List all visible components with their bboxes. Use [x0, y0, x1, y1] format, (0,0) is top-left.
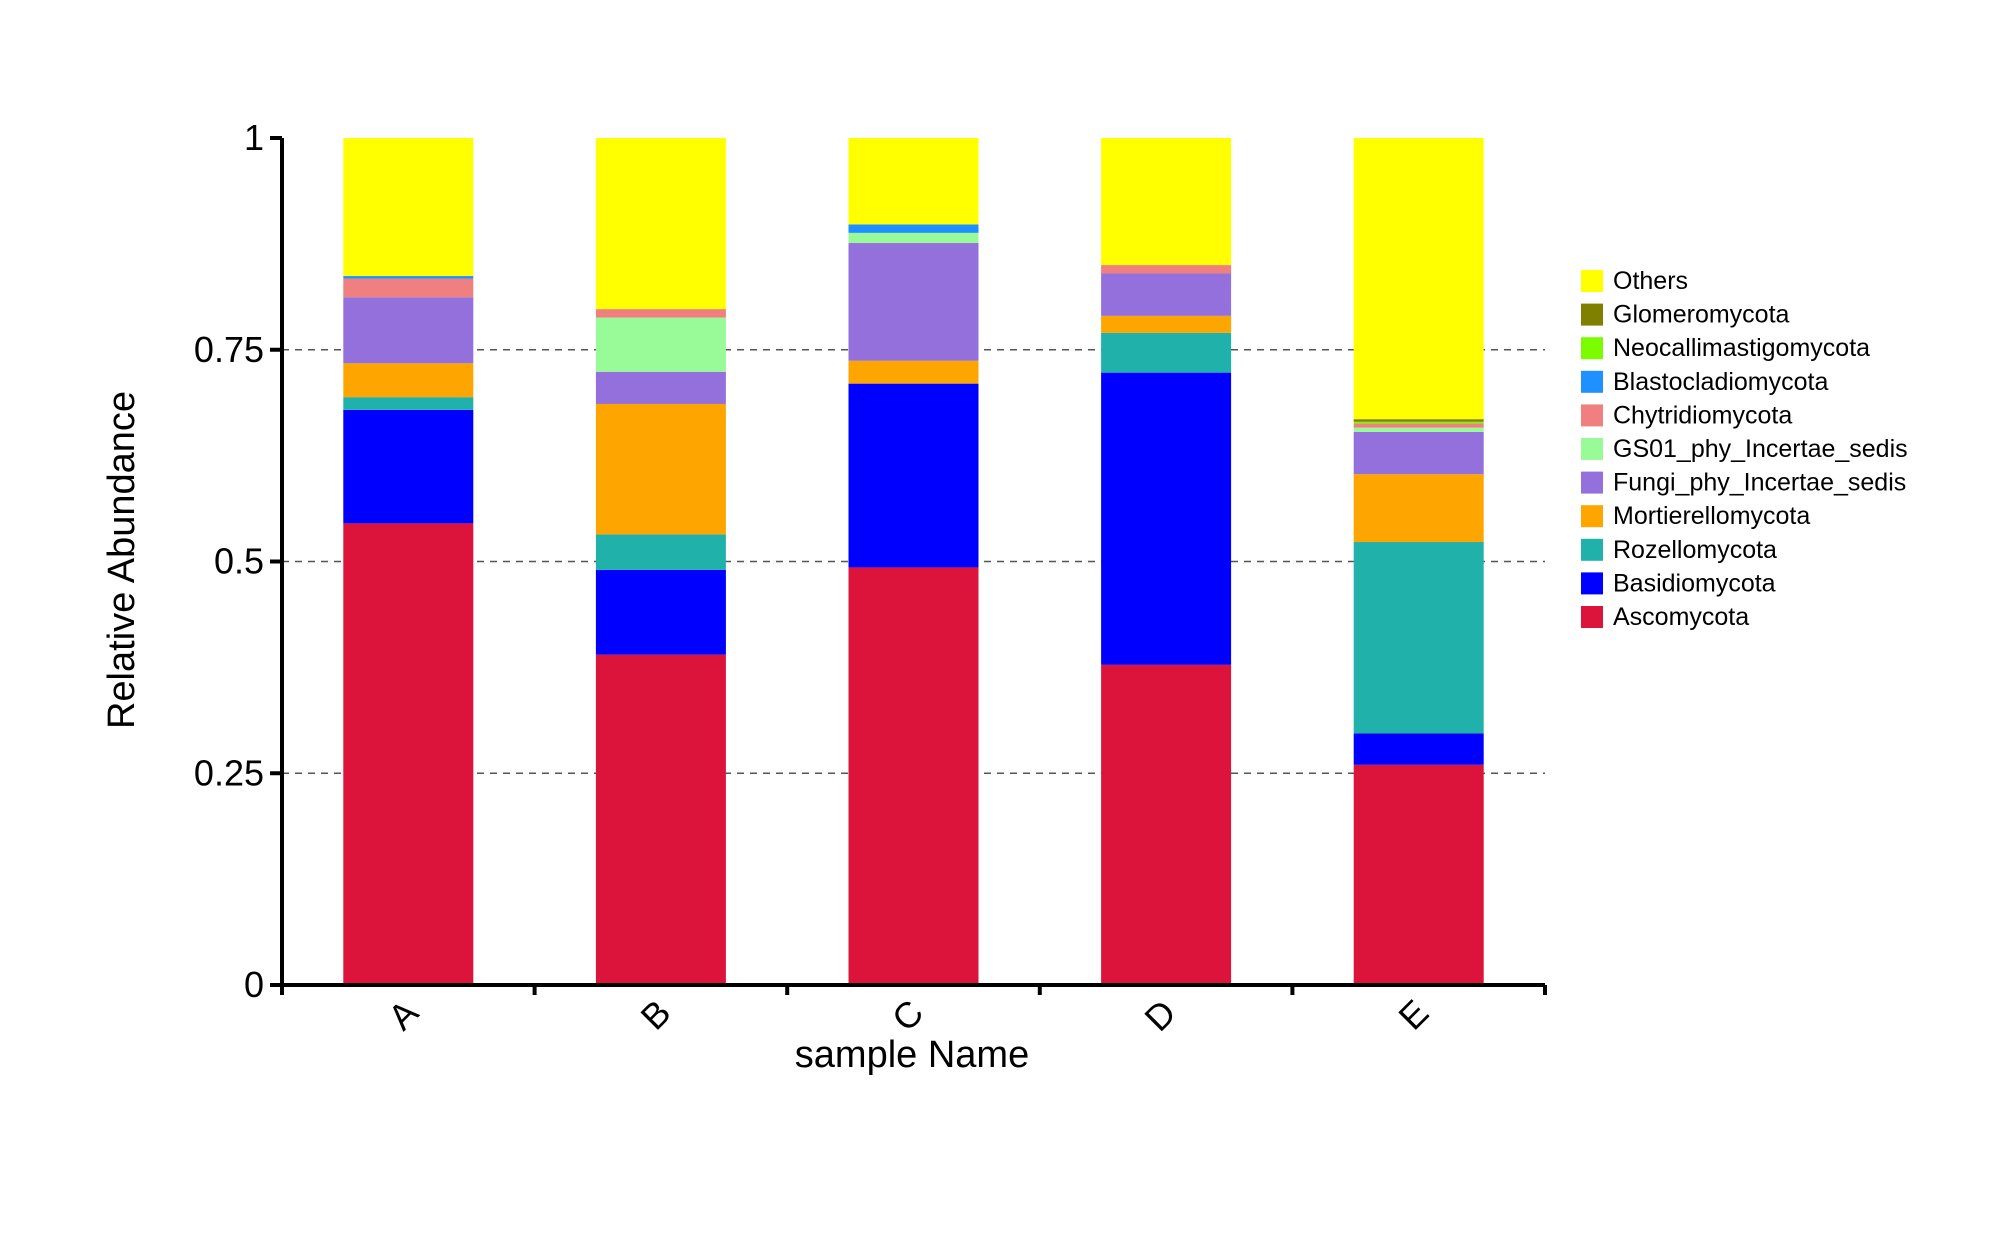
legend-swatch-Mortierellomycota: [1581, 505, 1603, 528]
bar-E-GS01_phy_Incertae_sedis: [1353, 427, 1484, 432]
legend-swatch-Ascomycota: [1581, 606, 1603, 628]
legend-label-Rozellomycota: Rozellomycota: [1613, 536, 1777, 564]
x-tick-label-D: D: [1136, 992, 1183, 1039]
x-tick-label-E: E: [1390, 992, 1436, 1038]
x-axis-title: sample Name: [795, 1034, 1029, 1076]
y-tick-label-0: 0: [244, 964, 264, 1005]
legend-swatch-Blastocladiomycota: [1581, 370, 1603, 393]
bars: [343, 138, 1484, 985]
bar-D-Rozellomycota: [1101, 332, 1232, 373]
legend-label-Mortierellomycota: Mortierellomycota: [1613, 502, 1810, 530]
legend-label-Chytridiomycota: Chytridiomycota: [1613, 401, 1792, 429]
bar-E-Others: [1353, 138, 1484, 420]
legend-label-Neocallimastigomycota: Neocallimastigomycota: [1613, 334, 1870, 362]
bar-D-Chytridiomycota: [1101, 265, 1232, 274]
legend-swatch-Rozellomycota: [1581, 538, 1603, 561]
bar-B-Fungi_phy_Incertae_sedis: [595, 371, 726, 404]
bar-D-Fungi_phy_Incertae_sedis: [1101, 273, 1232, 316]
legend-label-Glomeromycota: Glomeromycota: [1613, 301, 1790, 329]
bar-E-Neocallimastigomycota: [1353, 421, 1484, 424]
bar-D-Others: [1101, 138, 1232, 266]
legend-swatch-Chytridiomycota: [1581, 404, 1603, 427]
bar-B-Mortierellomycota: [595, 403, 726, 535]
y-tick-label-4: 1: [244, 117, 264, 158]
legend-label-Blastocladiomycota: Blastocladiomycota: [1613, 368, 1828, 396]
bar-E-Chytridiomycota: [1353, 423, 1484, 428]
legend-swatch-Others: [1581, 270, 1603, 292]
bar-D-Mortierellomycota: [1101, 315, 1232, 333]
bar-B-Ascomycota: [595, 654, 726, 985]
bar-A-Rozellomycota: [343, 397, 474, 410]
y-axis-title: Relative Abundance: [101, 391, 143, 729]
bar-E-Rozellomycota: [1353, 542, 1484, 734]
legend-swatch-Glomeromycota: [1581, 303, 1603, 326]
bar-E-Basidiomycota: [1353, 733, 1484, 765]
legend-label-Fungi_phy_Incertae_sedis: Fungi_phy_Incertae_sedis: [1613, 469, 1906, 497]
x-tick-label-B: B: [633, 992, 679, 1038]
bar-C-Basidiomycota: [848, 383, 979, 568]
bar-B-Others: [595, 138, 726, 310]
bar-E-Glomeromycota: [1353, 419, 1484, 422]
bar-B-GS01_phy_Incertae_sedis: [595, 317, 726, 372]
bar-A-Blastocladiomycota: [343, 276, 474, 279]
y-tick-label-1: 0.25: [194, 752, 264, 793]
x-tick-label-C: C: [884, 992, 931, 1039]
legend-label-GS01_phy_Incertae_sedis: GS01_phy_Incertae_sedis: [1613, 435, 1908, 463]
bar-B-Chytridiomycota: [595, 309, 726, 318]
legend-swatch-Fungi_phy_Incertae_sedis: [1581, 471, 1603, 494]
legend-swatch-GS01_phy_Incertae_sedis: [1581, 438, 1603, 460]
bar-A-Chytridiomycota: [343, 278, 474, 298]
bar-E-Mortierellomycota: [1353, 474, 1484, 543]
bar-A-Mortierellomycota: [343, 363, 474, 398]
bar-C-Ascomycota: [848, 567, 979, 985]
bar-C-Mortierellomycota: [848, 360, 979, 384]
bar-A-Ascomycota: [343, 523, 474, 985]
bar-D-Ascomycota: [1101, 664, 1232, 985]
bar-A-Fungi_phy_Incertae_sedis: [343, 297, 474, 364]
bar-B-Rozellomycota: [595, 534, 726, 570]
legend-label-Ascomycota: Ascomycota: [1613, 603, 1749, 631]
y-tick-label-2: 0.5: [214, 541, 264, 582]
legend-swatch-Basidiomycota: [1581, 572, 1603, 595]
bar-B-Basidiomycota: [595, 569, 726, 655]
bar-A-Basidiomycota: [343, 409, 474, 524]
legend: Others Glomeromycota Neocallimastigomycota…: [1581, 267, 1908, 631]
gridlines: [282, 349, 1545, 774]
x-tick-label-A: A: [380, 992, 426, 1038]
legend-label-Others: Others: [1613, 267, 1688, 295]
bar-E-Ascomycota: [1353, 764, 1484, 985]
bar-A-Others: [343, 138, 474, 277]
legend-label-Basidiomycota: Basidiomycota: [1613, 569, 1776, 597]
y-tick-label-3: 0.75: [194, 329, 264, 370]
bar-C-Others: [848, 138, 979, 225]
bar-C-Blastocladiomycota: [848, 224, 979, 233]
legend-swatch-Neocallimastigomycota: [1581, 337, 1603, 360]
bar-E-Fungi_phy_Incertae_sedis: [1353, 431, 1484, 475]
bar-C-Fungi_phy_Incertae_sedis: [848, 243, 979, 361]
bar-D-Basidiomycota: [1101, 372, 1232, 665]
bar-C-GS01_phy_Incertae_sedis: [848, 232, 979, 244]
